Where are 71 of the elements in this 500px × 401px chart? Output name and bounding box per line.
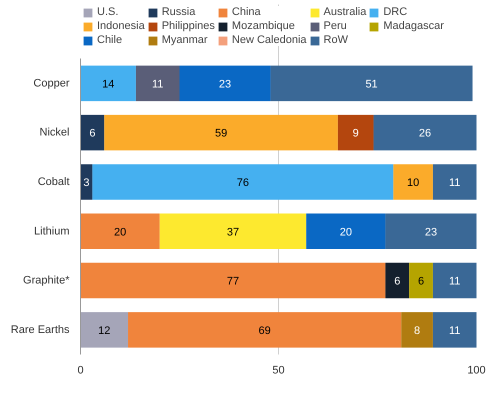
data-label: 11 bbox=[449, 276, 460, 288]
y-tick-label: Graphite* bbox=[23, 274, 70, 287]
bar bbox=[385, 214, 476, 250]
bar bbox=[409, 262, 433, 298]
data-label: 37 bbox=[226, 226, 240, 238]
data-label: 6 bbox=[89, 128, 96, 140]
bar bbox=[432, 312, 476, 348]
y-tick-label: Copper bbox=[33, 77, 70, 90]
y-tick-label: Lithium bbox=[34, 225, 70, 238]
bar bbox=[432, 164, 476, 200]
bar bbox=[270, 66, 473, 102]
data-label: 6 bbox=[394, 276, 400, 288]
bar bbox=[104, 114, 338, 150]
legend-label: DRC bbox=[383, 6, 408, 18]
x-tick-label: 100 bbox=[467, 364, 486, 376]
data-label: 8 bbox=[414, 324, 420, 337]
bar bbox=[385, 262, 410, 298]
data-label: 69 bbox=[258, 324, 271, 337]
legend-label: New Caledonia bbox=[232, 34, 307, 46]
x-tick-label: 50 bbox=[272, 364, 285, 376]
data-label: 11 bbox=[449, 176, 460, 189]
data-label: 20 bbox=[114, 226, 126, 238]
data-label: 26 bbox=[418, 128, 432, 140]
bar bbox=[160, 214, 306, 250]
data-label: 23 bbox=[218, 78, 232, 90]
data-label: 12 bbox=[98, 324, 110, 337]
data-label: 23 bbox=[424, 226, 438, 238]
bar bbox=[80, 164, 92, 200]
data-label: 77 bbox=[226, 276, 240, 288]
legend-label: Mozambique bbox=[232, 20, 295, 32]
data-label: 59 bbox=[214, 128, 228, 140]
legend-label: Australia bbox=[324, 6, 366, 18]
legend-label: Peru bbox=[324, 20, 347, 32]
legend-label: Chile bbox=[97, 34, 122, 46]
legend-label: Russia bbox=[162, 6, 196, 18]
bar bbox=[80, 114, 104, 150]
bar bbox=[136, 66, 180, 102]
data-label: 14 bbox=[102, 78, 114, 90]
data-label: 76 bbox=[236, 176, 249, 189]
legend-label: Indonesia bbox=[97, 20, 145, 32]
legend-label: Philippines bbox=[162, 20, 215, 32]
legend-label: Madagascar bbox=[383, 20, 444, 32]
bar bbox=[180, 66, 271, 102]
x-tick-label: 0 bbox=[77, 364, 84, 376]
bar bbox=[80, 66, 136, 102]
data-label: 20 bbox=[340, 226, 352, 238]
legend-label: China bbox=[232, 6, 261, 18]
y-tick-label: Rare Earths bbox=[10, 324, 70, 336]
bar bbox=[128, 312, 402, 348]
bar bbox=[306, 214, 386, 250]
legend-label: RoW bbox=[324, 34, 348, 46]
data-label: 9 bbox=[352, 128, 359, 140]
bar bbox=[92, 164, 394, 200]
bar bbox=[80, 262, 386, 298]
legend-label: Myanmar bbox=[162, 34, 208, 46]
data-label: 6 bbox=[418, 276, 424, 288]
bar bbox=[80, 312, 128, 348]
bar bbox=[393, 164, 433, 200]
data-label: 11 bbox=[152, 78, 164, 90]
bar bbox=[401, 312, 433, 348]
data-label: 51 bbox=[365, 78, 378, 90]
y-tick-label: Nickel bbox=[40, 126, 70, 139]
legend-label: U.S. bbox=[97, 6, 118, 18]
data-label: 11 bbox=[449, 324, 460, 337]
bar bbox=[338, 114, 374, 150]
data-label: 3 bbox=[83, 176, 90, 189]
bar bbox=[374, 114, 476, 150]
data-label: 10 bbox=[407, 176, 420, 189]
bar bbox=[432, 262, 476, 298]
y-tick-label: Cobalt bbox=[38, 176, 70, 188]
bar bbox=[80, 214, 160, 250]
